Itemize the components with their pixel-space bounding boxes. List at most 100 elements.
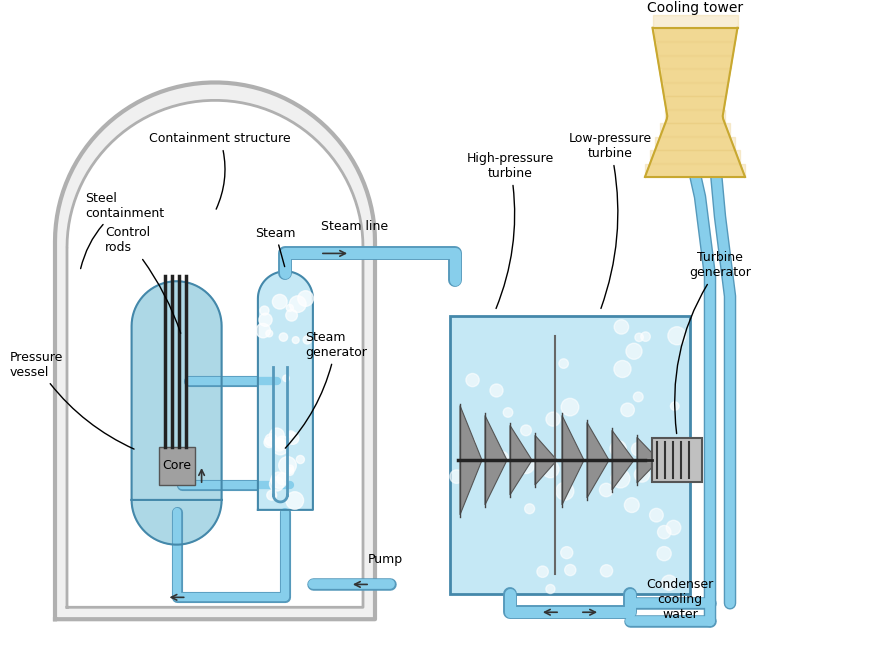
Circle shape: [450, 470, 464, 483]
Circle shape: [287, 432, 299, 444]
Circle shape: [272, 294, 287, 309]
Circle shape: [266, 330, 273, 337]
Text: Steam
generator: Steam generator: [285, 331, 367, 448]
Polygon shape: [67, 101, 363, 608]
Circle shape: [272, 439, 289, 455]
Circle shape: [559, 359, 569, 368]
Polygon shape: [587, 422, 609, 498]
Circle shape: [610, 441, 626, 456]
Circle shape: [640, 332, 650, 341]
Circle shape: [561, 547, 573, 559]
Bar: [652, 438, 702, 482]
Circle shape: [298, 291, 313, 306]
Circle shape: [270, 477, 284, 491]
Circle shape: [270, 428, 284, 443]
Circle shape: [292, 337, 299, 343]
Circle shape: [517, 456, 535, 473]
Text: Pump: Pump: [368, 553, 402, 566]
Text: Core: Core: [162, 458, 191, 472]
Polygon shape: [612, 430, 634, 490]
Circle shape: [503, 407, 513, 417]
Circle shape: [614, 360, 631, 377]
Circle shape: [634, 467, 649, 482]
Circle shape: [290, 296, 306, 313]
Circle shape: [267, 490, 276, 500]
Circle shape: [273, 439, 285, 451]
Polygon shape: [131, 281, 221, 545]
Circle shape: [657, 525, 671, 539]
Circle shape: [611, 469, 630, 488]
Text: Condenser
cooling
water: Condenser cooling water: [647, 578, 714, 621]
Circle shape: [614, 320, 628, 334]
Circle shape: [303, 336, 312, 344]
Text: High-pressure
turbine: High-pressure turbine: [466, 152, 554, 309]
Text: Cooling tower: Cooling tower: [647, 1, 743, 15]
Circle shape: [490, 384, 503, 397]
Circle shape: [288, 431, 294, 438]
Polygon shape: [55, 82, 375, 619]
Circle shape: [649, 508, 663, 522]
Circle shape: [276, 436, 289, 449]
Text: Steam: Steam: [255, 226, 296, 267]
Circle shape: [599, 483, 613, 496]
Circle shape: [635, 333, 643, 341]
Text: Turbine
generator: Turbine generator: [675, 251, 751, 434]
Circle shape: [286, 468, 294, 475]
Polygon shape: [485, 415, 507, 505]
Circle shape: [626, 343, 642, 359]
Circle shape: [542, 460, 559, 477]
Circle shape: [460, 436, 475, 452]
Polygon shape: [645, 27, 745, 177]
Polygon shape: [535, 436, 557, 485]
Circle shape: [255, 324, 270, 338]
Polygon shape: [460, 405, 482, 515]
Polygon shape: [562, 415, 584, 505]
Polygon shape: [645, 27, 745, 177]
Circle shape: [297, 455, 304, 464]
Circle shape: [670, 402, 679, 411]
Circle shape: [521, 425, 531, 436]
Circle shape: [662, 575, 676, 591]
Text: Steel
containment: Steel containment: [80, 192, 164, 269]
Circle shape: [265, 434, 277, 446]
Circle shape: [620, 403, 634, 417]
Circle shape: [634, 392, 643, 402]
Polygon shape: [258, 271, 313, 510]
Circle shape: [546, 412, 560, 426]
Circle shape: [260, 306, 269, 315]
Circle shape: [271, 472, 287, 489]
Circle shape: [466, 373, 480, 387]
Polygon shape: [510, 425, 532, 495]
Circle shape: [276, 473, 289, 485]
Circle shape: [286, 304, 293, 311]
Text: Pressure
vessel: Pressure vessel: [10, 351, 134, 449]
Bar: [450, 316, 690, 594]
Circle shape: [537, 566, 549, 577]
Circle shape: [283, 375, 290, 381]
Circle shape: [657, 547, 671, 560]
Circle shape: [556, 482, 574, 500]
Circle shape: [287, 465, 294, 472]
Bar: [158, 447, 194, 485]
Text: Low-pressure
turbine: Low-pressure turbine: [569, 132, 652, 309]
Circle shape: [668, 327, 686, 345]
Circle shape: [496, 451, 508, 464]
Circle shape: [525, 504, 535, 514]
Circle shape: [600, 564, 612, 577]
Circle shape: [666, 521, 681, 535]
Circle shape: [259, 313, 272, 326]
Text: Containment structure: Containment structure: [150, 132, 290, 209]
Circle shape: [632, 443, 645, 456]
Circle shape: [546, 585, 555, 594]
Text: Steam line: Steam line: [321, 220, 388, 233]
Circle shape: [278, 456, 297, 474]
Circle shape: [513, 462, 525, 474]
Circle shape: [286, 309, 298, 321]
Circle shape: [564, 564, 576, 576]
Circle shape: [561, 398, 578, 416]
Circle shape: [625, 498, 640, 513]
Circle shape: [264, 438, 275, 447]
Polygon shape: [637, 438, 659, 483]
Circle shape: [279, 333, 288, 341]
Text: Control
rods: Control rods: [105, 226, 181, 334]
